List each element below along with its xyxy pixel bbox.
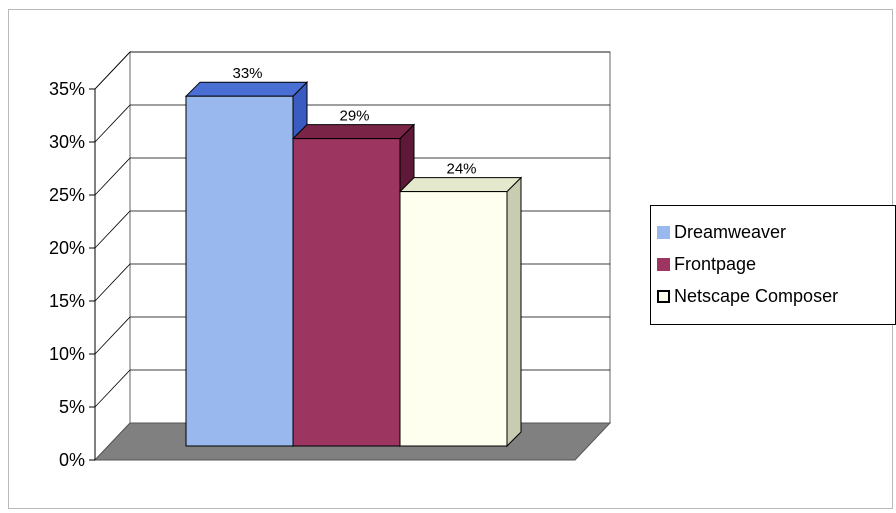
y-tick-label: 25% <box>49 185 85 205</box>
bar-top-frontpage <box>291 124 416 140</box>
gridline <box>94 104 610 143</box>
y-tick-label: 30% <box>49 132 85 152</box>
bar-side-netscape-composer <box>506 176 522 448</box>
bar-dreamweaver <box>185 95 294 447</box>
legend-item-netscape-composer: Netscape Composer <box>657 280 895 312</box>
legend: Dreamweaver Frontpage Netscape Composer <box>650 205 896 325</box>
data-label-dreamweaver: 33% <box>232 65 262 82</box>
gridline <box>94 157 610 196</box>
y-tick-label: 0% <box>59 450 85 470</box>
y-tick-label: 10% <box>49 344 85 364</box>
bar-top-netscape-composer <box>398 177 523 193</box>
y-tick-label: 35% <box>49 79 85 99</box>
gridline <box>94 51 610 90</box>
legend-swatch-dreamweaver <box>657 225 670 239</box>
side-wall <box>94 50 131 462</box>
legend-swatch-netscape-composer <box>657 289 670 303</box>
data-label-frontpage: 29% <box>339 108 369 125</box>
legend-label-frontpage: Frontpage <box>674 253 757 274</box>
y-tick-label: 15% <box>49 291 85 311</box>
y-tick-label: 20% <box>49 238 85 258</box>
legend-swatch-frontpage <box>657 257 670 271</box>
data-label-netscape-composer: 24% <box>446 161 476 178</box>
data-labels: 33% 29% 24% <box>232 65 476 177</box>
legend-item-dreamweaver: Dreamweaver <box>657 216 895 248</box>
y-axis: 0% 5% 10% 15% 20% 25% 30% 35% <box>49 79 96 470</box>
bar-top-dreamweaver <box>184 81 309 97</box>
bars <box>184 80 523 448</box>
legend-item-frontpage: Frontpage <box>657 248 895 280</box>
legend-label-dreamweaver: Dreamweaver <box>674 221 787 242</box>
bar-frontpage <box>292 138 401 447</box>
legend-label-netscape-composer: Netscape Composer <box>674 285 839 306</box>
bar-netscape-composer <box>399 191 508 447</box>
y-tick-label: 5% <box>59 397 85 417</box>
